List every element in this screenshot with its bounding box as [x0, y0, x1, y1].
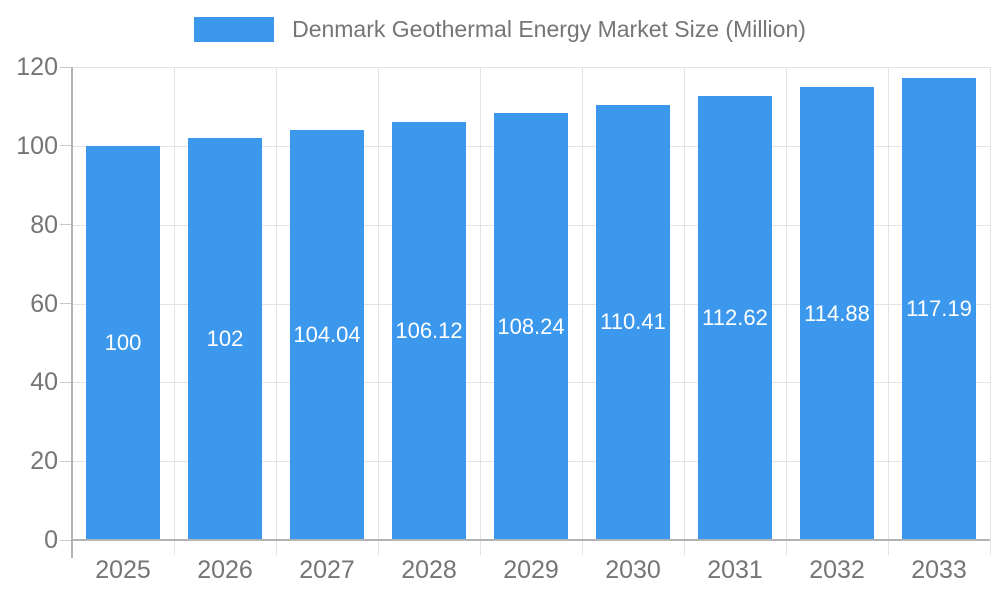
y-tick-label: 60	[30, 289, 58, 318]
bar[interactable]: 106.12	[392, 121, 466, 540]
bar-value-label: 110.41	[600, 309, 666, 335]
bar-value-label: 114.88	[804, 300, 870, 326]
y-axis-tick	[60, 66, 72, 68]
x-tick-label: 2031	[707, 556, 763, 584]
y-axis-tick	[60, 381, 72, 383]
bar[interactable]: 108.24	[494, 113, 568, 540]
y-tick-label: 20	[30, 447, 58, 476]
bar[interactable]: 110.41	[596, 104, 670, 540]
y-tick-label: 80	[30, 210, 58, 239]
bar[interactable]: 112.62	[698, 96, 772, 540]
x-gridline	[479, 67, 481, 555]
bar-value-label: 106.12	[395, 317, 463, 343]
x-gridline	[377, 67, 379, 555]
y-axis-tick	[60, 460, 72, 462]
bar[interactable]: 102	[188, 137, 262, 540]
legend-item[interactable]: Denmark Geothermal Energy Market Size (M…	[194, 16, 806, 43]
x-gridline	[683, 67, 685, 555]
bar-value-label: 112.62	[702, 305, 768, 331]
y-tick-label: 0	[44, 526, 58, 554]
bar-value-label: 100	[104, 329, 142, 355]
x-tick-label: 2027	[299, 556, 355, 584]
y-axis-tick	[60, 303, 72, 304]
x-axis-line	[72, 539, 990, 541]
x-tick-label: 2025	[95, 556, 151, 584]
plot-area: 100 102 104.04 106.12 108.24 110.41 112.62 114.…	[60, 66, 991, 558]
y-axis-line	[71, 67, 73, 558]
x-tick-label: 2029	[503, 556, 559, 584]
bar-value-label: 102	[206, 325, 244, 351]
y-gridline	[72, 67, 990, 68]
bar[interactable]: 117.19	[902, 78, 976, 540]
legend-swatch	[194, 17, 275, 42]
legend: Denmark Geothermal Energy Market Size (M…	[0, 16, 1000, 43]
bar-value-label: 108.24	[497, 313, 565, 339]
legend-label: Denmark Geothermal Energy Market Size (M…	[292, 16, 806, 42]
x-gridline	[581, 67, 583, 555]
y-tick-label: 40	[30, 368, 58, 397]
x-gridline	[275, 67, 277, 555]
x-gridline	[887, 67, 889, 555]
bar-value-label: 117.19	[906, 296, 972, 322]
x-tick-label: 2030	[605, 556, 661, 584]
y-tick-label: 120	[16, 53, 58, 81]
x-tick-label: 2033	[911, 556, 967, 584]
x-tick-label: 2026	[197, 556, 253, 584]
y-tick-label: 100	[16, 131, 58, 160]
bar[interactable]: 100	[86, 145, 160, 540]
x-tick-label: 2028	[401, 556, 457, 584]
y-axis-tick	[60, 224, 72, 226]
x-gridline	[785, 67, 787, 555]
x-gridline	[173, 67, 175, 555]
x-gridline	[989, 67, 991, 555]
x-tick-label: 2032	[809, 556, 865, 584]
y-axis-tick	[60, 145, 72, 147]
bar[interactable]: 114.88	[800, 87, 874, 540]
y-axis-tick	[60, 539, 72, 541]
bar[interactable]: 104.04	[290, 129, 364, 540]
bar-value-label: 104.04	[293, 321, 361, 347]
